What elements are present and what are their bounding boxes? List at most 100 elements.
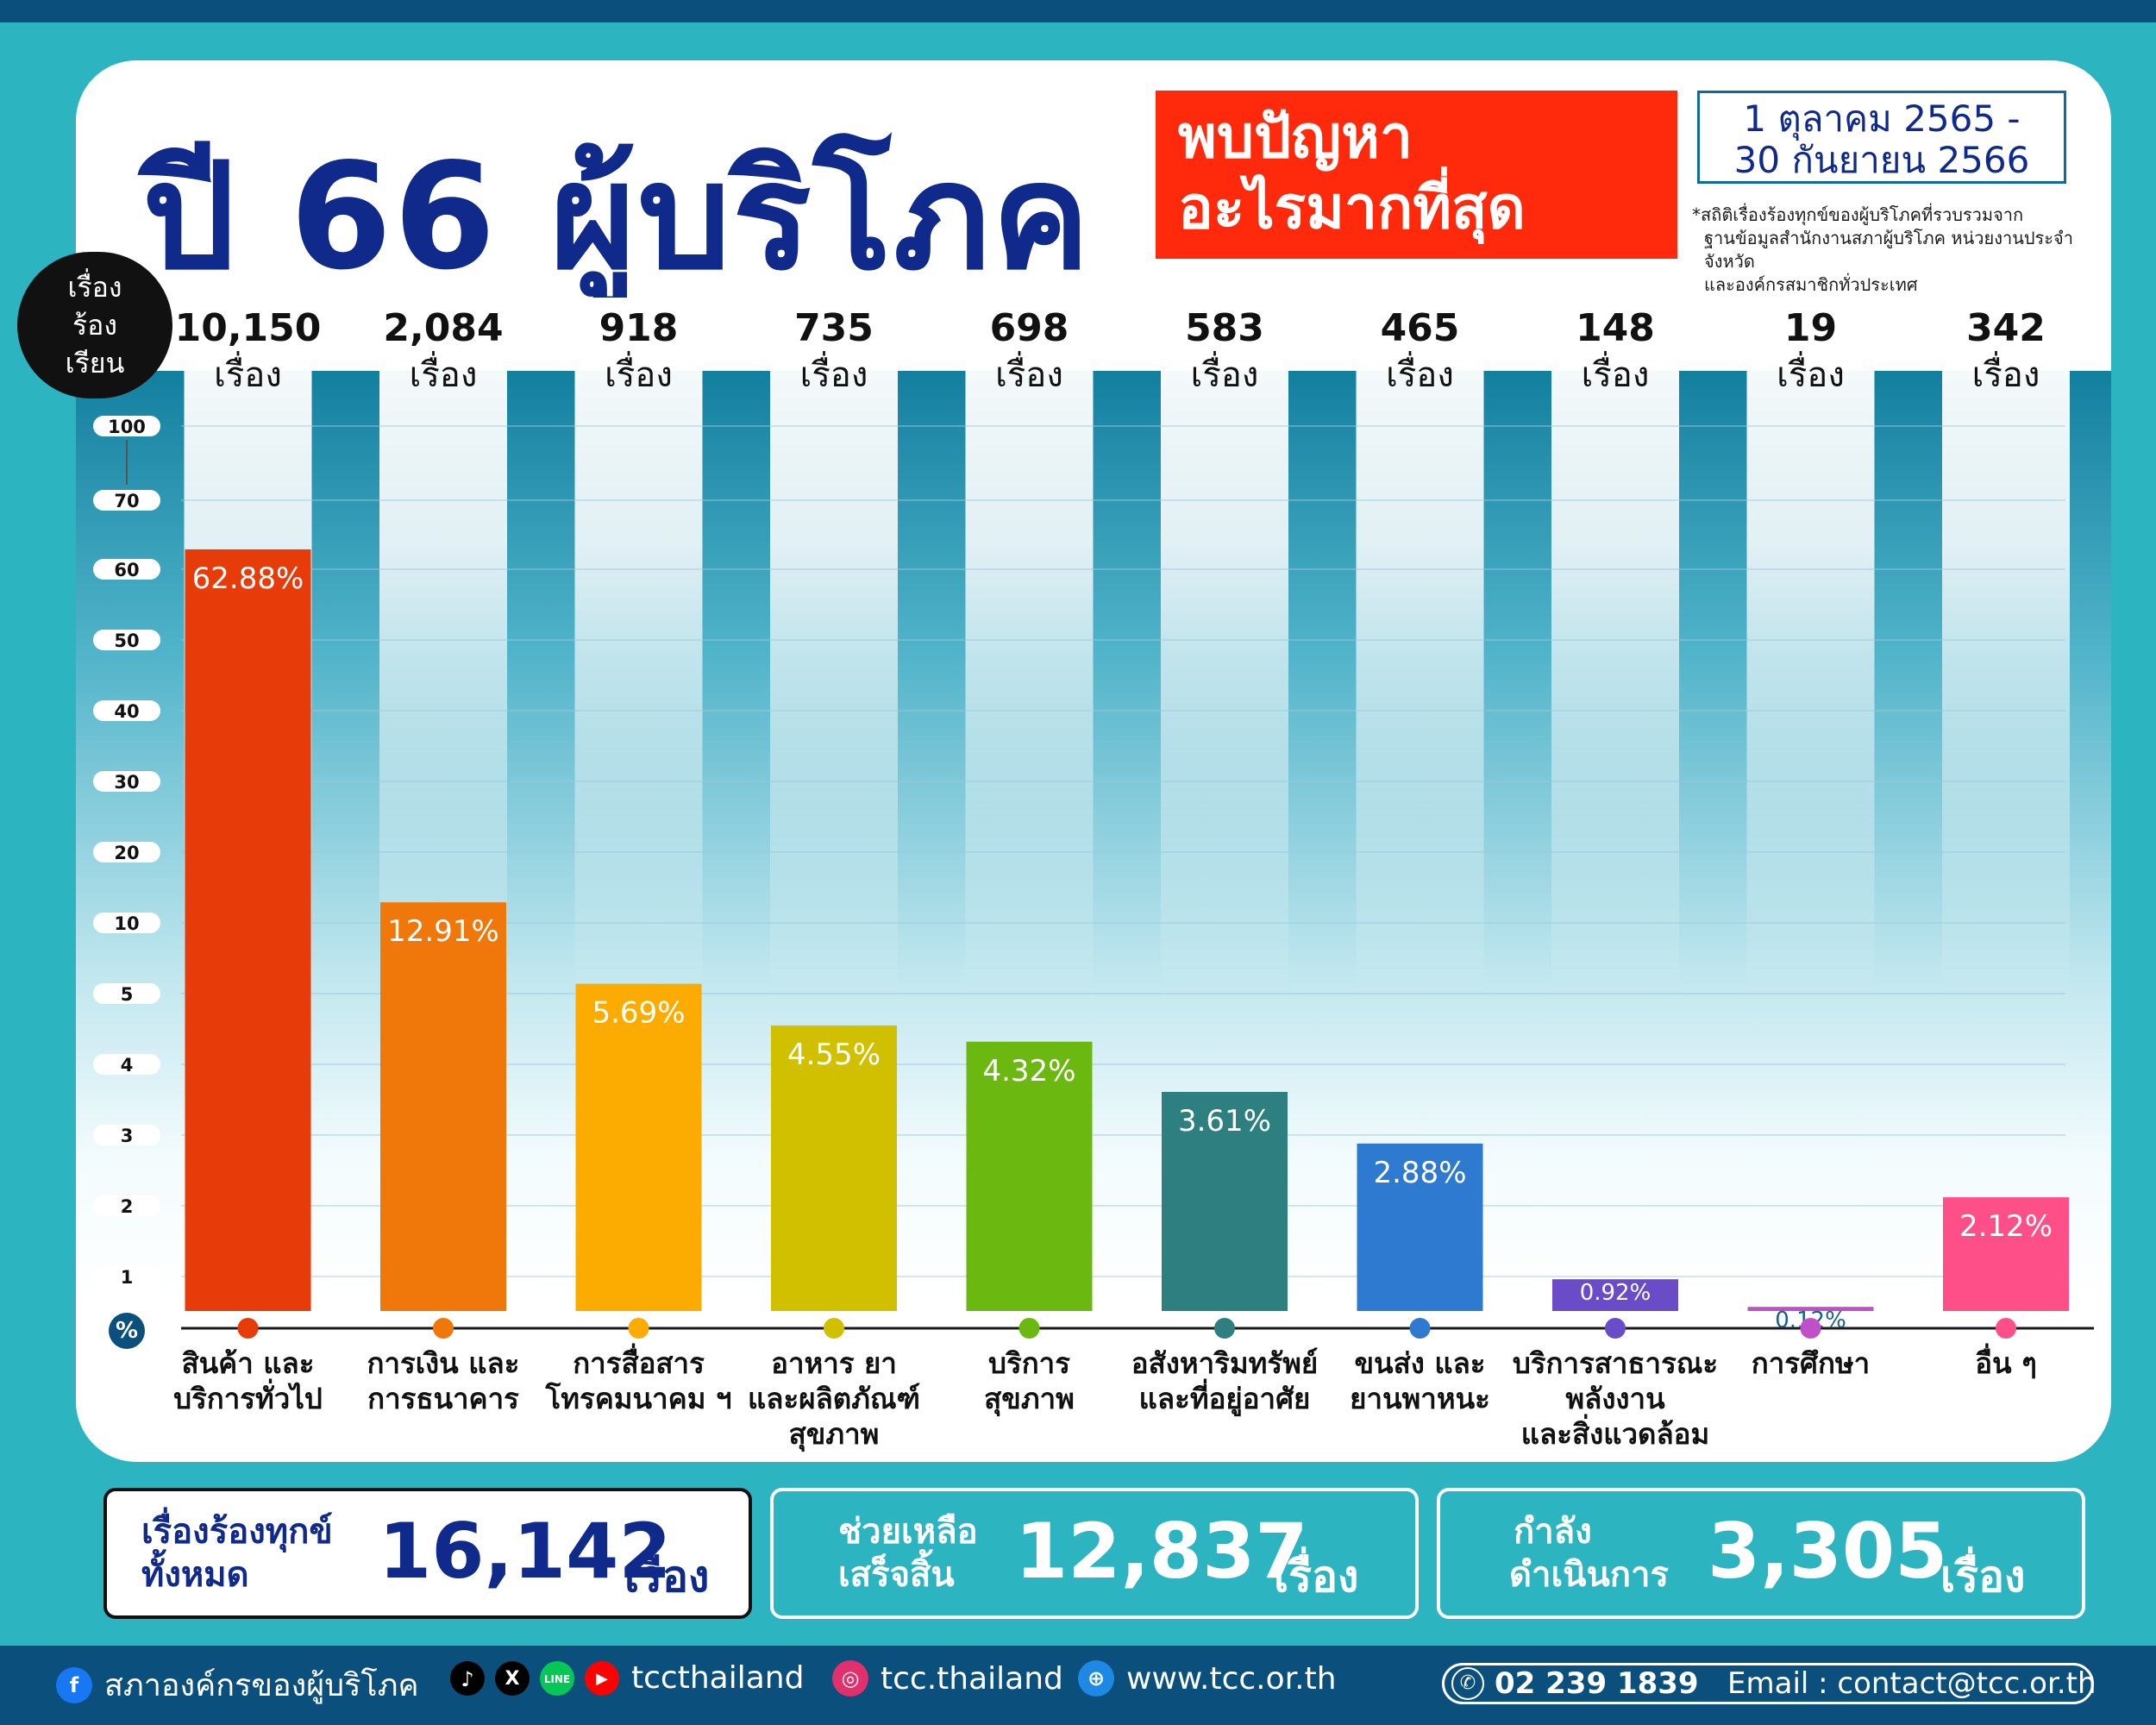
phone-icon: ✆ [1451,1667,1484,1700]
stat-done-box: ช่วยเหลือ เสร็จสิ้น 12,837 เรื่อง [770,1488,1419,1619]
category-label: อาหาร ยา [771,1346,897,1380]
footer-instagram-label: tcc.thailand [881,1660,1063,1697]
bar [1747,1307,1874,1311]
footer-bar [0,1646,2156,1725]
count-label: 342 [1966,306,2046,350]
note-line-1: *สถิติเรื่องร้องทุกข์ของผู้บริโภคที่รวบร… [1692,204,2024,225]
bar [1943,1197,2069,1311]
date-line-2: 30 กันยายน 2566 [1733,139,2030,181]
stat-total-label: เรื่องร้องทุกข์ ทั้งหมด [141,1510,333,1596]
stat-total-label-1: เรื่องร้องทุกข์ [141,1512,333,1552]
category-dot [628,1318,649,1339]
category-dot [1409,1318,1431,1339]
footer-facebook[interactable]: f สภาองค์กรของผู้บริโภค [56,1660,419,1709]
y-tick-pill [93,1054,160,1075]
count-label: 2,084 [383,306,503,350]
facebook-icon: f [56,1666,92,1703]
footer-website[interactable]: ⊕ www.tcc.or.th [1078,1660,1337,1697]
y-badge-line-1: เรื่อง [67,271,122,304]
stat-done-label: ช่วยเหลือ เสร็จสิ้น [838,1510,978,1596]
category-label: สุขภาพ [789,1417,880,1452]
category-dot [237,1318,259,1339]
count-unit-label: เรื่อง [1582,351,1650,395]
stat-ongoing-unit: เรื่อง [1940,1552,2026,1602]
count-unit-label: เรื่อง [1191,351,1259,395]
bar [1357,1143,1483,1311]
category-label: และสิ่งแวดล้อม [1521,1414,1710,1451]
category-label: การธนาคาร [367,1382,519,1415]
y-axis-badge: เรื่อง ร้อง เรียน [17,252,172,398]
category-label: บริการสาธารณะ [1513,1346,1718,1380]
y-tick-pill [93,842,160,862]
column-highlight [1942,298,2070,1005]
category-label: พลังงาน [1565,1382,1665,1415]
percent-label: 2.88% [1373,1156,1466,1190]
y-tick-label: 100 [108,417,146,437]
percent-label: 2.12% [1959,1209,2053,1244]
youtube-icon: ▶ [585,1660,619,1696]
y-tick-pill [93,771,160,792]
count-label: 698 [990,306,1069,350]
column-highlight [1161,298,1288,1005]
category-label: การศึกษา [1752,1346,1870,1380]
y-tick-label: 5 [121,984,134,1005]
footer-instagram[interactable]: ◎ tcc.thailand [832,1660,1063,1697]
stat-ongoing-value: 3,305 [1708,1507,1948,1596]
count-label: 10,150 [175,306,322,350]
category-dot [1018,1318,1040,1339]
y-tick-label: 20 [114,843,139,863]
top-bar [0,0,2156,22]
stat-ongoing-label-1: กำลัง [1514,1512,1592,1552]
y-tick-label: 30 [114,772,139,793]
footer-phone[interactable]: 02 239 1839 [1495,1666,1699,1701]
percent-label: 5.69% [592,996,685,1031]
globe-icon: ⊕ [1078,1660,1114,1697]
y-tick-pill [93,490,160,511]
stat-done-value: 12,837 [1015,1507,1308,1596]
count-label: 465 [1381,306,1460,350]
column-highlight [379,298,507,1005]
y-tick-label: 40 [114,701,139,722]
bar [1552,1279,1678,1311]
count-unit-label: เรื่อง [214,351,282,395]
y-tick-pill [93,913,160,933]
line-icon: LINE [540,1660,574,1696]
category-dot [1800,1318,1821,1339]
y-tick-label: 70 [114,491,139,511]
category-dot [1996,1318,2016,1339]
x-icon: X [495,1660,530,1696]
stat-done-label-1: ช่วยเหลือ [838,1512,978,1552]
y-tick-label: 3 [121,1126,134,1146]
category-label: อื่น ๆ [1975,1343,2037,1380]
category-label: และผลิตภัณฑ์ [748,1382,920,1415]
footer-website-label: www.tcc.or.th [1126,1660,1337,1697]
bar [380,902,506,1311]
category-label: สินค้า และ [181,1346,314,1380]
bar-chart: 123451020304050607010010,150เรื่อง62.88%… [93,298,2094,1452]
column-highlight [1746,298,1875,1005]
category-label: ยานพาหนะ [1350,1382,1490,1415]
count-unit-label: เรื่อง [1386,351,1454,395]
count-unit-label: เรื่อง [1777,351,1845,395]
footer-handle: tccthailand [631,1660,805,1696]
y-tick-label: 1 [121,1267,134,1288]
column-highlight [574,298,703,1005]
count-unit-label: เรื่อง [605,351,673,395]
percent-label: 4.55% [787,1038,881,1072]
column-highlight [1551,298,1679,1005]
footer-email[interactable]: Email : contact@tcc.or.th [1727,1666,2096,1701]
tiktok-icon: ♪ [450,1660,485,1696]
category-dot [1605,1318,1626,1339]
category-label: บริการ [988,1346,1070,1380]
stat-total-value: 16,142 [379,1507,672,1596]
highlight-line-1: พบปัญหา [1178,104,1413,172]
count-label: 918 [599,306,679,350]
bar [771,1025,897,1311]
bar [966,1041,1093,1311]
y-tick-pill [93,1195,160,1216]
category-dot [1214,1318,1235,1339]
footer-social[interactable]: ♪ X LINE ▶ tccthailand [450,1660,804,1696]
count-label: 19 [1784,306,1837,350]
y-tick-pill [93,416,160,436]
category-label: การสื่อสาร [573,1343,705,1380]
